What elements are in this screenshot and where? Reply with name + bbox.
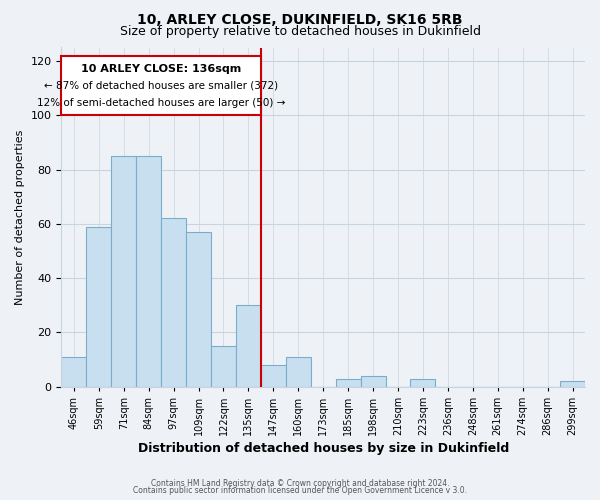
Text: Contains HM Land Registry data © Crown copyright and database right 2024.: Contains HM Land Registry data © Crown c…: [151, 478, 449, 488]
Bar: [361, 376, 386, 386]
Bar: [236, 306, 261, 386]
Bar: [186, 232, 211, 386]
Bar: [136, 156, 161, 386]
Text: 10 ARLEY CLOSE: 136sqm: 10 ARLEY CLOSE: 136sqm: [81, 64, 241, 74]
Bar: [111, 156, 136, 386]
X-axis label: Distribution of detached houses by size in Dukinfield: Distribution of detached houses by size …: [137, 442, 509, 455]
Bar: [286, 357, 311, 386]
Bar: [61, 357, 86, 386]
Text: 12% of semi-detached houses are larger (50) →: 12% of semi-detached houses are larger (…: [37, 98, 286, 108]
Bar: [61, 56, 261, 116]
Bar: [410, 378, 436, 386]
Text: Size of property relative to detached houses in Dukinfield: Size of property relative to detached ho…: [119, 25, 481, 38]
Bar: [211, 346, 236, 387]
Bar: [560, 381, 585, 386]
Text: Contains public sector information licensed under the Open Government Licence v : Contains public sector information licen…: [133, 486, 467, 495]
Bar: [335, 378, 361, 386]
Bar: [161, 218, 186, 386]
Bar: [86, 226, 111, 386]
Bar: [261, 365, 286, 386]
Y-axis label: Number of detached properties: Number of detached properties: [15, 130, 25, 305]
Text: ← 87% of detached houses are smaller (372): ← 87% of detached houses are smaller (37…: [44, 80, 278, 90]
Text: 10, ARLEY CLOSE, DUKINFIELD, SK16 5RB: 10, ARLEY CLOSE, DUKINFIELD, SK16 5RB: [137, 12, 463, 26]
